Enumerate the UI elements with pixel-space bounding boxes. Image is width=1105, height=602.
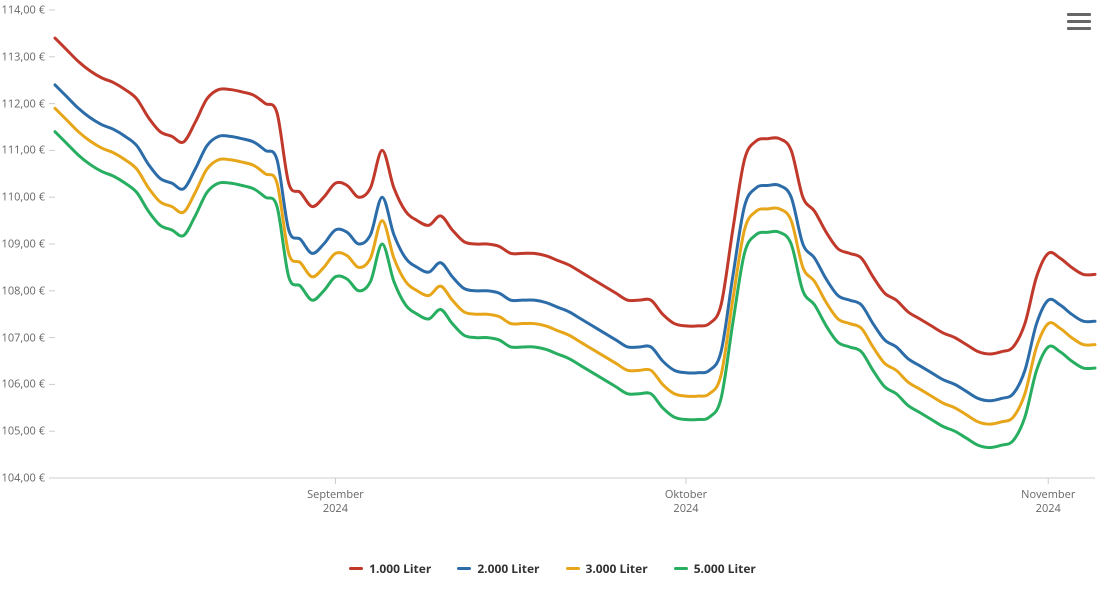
- legend: 1.000 Liter 2.000 Liter 3.000 Liter 5.000 L…: [0, 560, 1105, 577]
- legend-item[interactable]: 3.000 Liter: [566, 560, 648, 577]
- x-tick-label: Oktober2024: [665, 488, 707, 517]
- legend-label: 3.000 Liter: [586, 560, 648, 577]
- series-line: [55, 85, 1095, 401]
- line-chart: [0, 0, 1105, 602]
- y-tick-label: 105,00 €: [0, 424, 45, 439]
- chart-container: 104,00 € 105,00 € 106,00 € 107,00 € 108,00 €…: [0, 0, 1105, 602]
- legend-swatch: [674, 567, 688, 570]
- legend-swatch: [349, 567, 363, 570]
- x-tick-label: November2024: [1021, 488, 1075, 517]
- y-tick-label: 112,00 €: [0, 96, 45, 111]
- y-tick-label: 106,00 €: [0, 377, 45, 392]
- legend-item[interactable]: 2.000 Liter: [457, 560, 539, 577]
- legend-item[interactable]: 5.000 Liter: [674, 560, 756, 577]
- x-tick-label: September2024: [307, 488, 364, 517]
- legend-label: 1.000 Liter: [369, 560, 431, 577]
- legend-swatch: [457, 567, 471, 570]
- y-tick-label: 104,00 €: [0, 471, 45, 486]
- y-tick-label: 109,00 €: [0, 237, 45, 252]
- y-tick-label: 113,00 €: [0, 49, 45, 64]
- legend-item[interactable]: 1.000 Liter: [349, 560, 431, 577]
- y-tick-label: 108,00 €: [0, 283, 45, 298]
- y-tick-label: 110,00 €: [0, 190, 45, 205]
- legend-swatch: [566, 567, 580, 570]
- hamburger-menu-icon: [1067, 13, 1091, 16]
- series-line: [55, 38, 1095, 354]
- y-tick-label: 111,00 €: [0, 143, 45, 158]
- legend-label: 5.000 Liter: [694, 560, 756, 577]
- y-tick-label: 114,00 €: [0, 3, 45, 18]
- y-tick-label: 107,00 €: [0, 330, 45, 345]
- legend-label: 2.000 Liter: [477, 560, 539, 577]
- chart-menu-button[interactable]: [1067, 10, 1091, 32]
